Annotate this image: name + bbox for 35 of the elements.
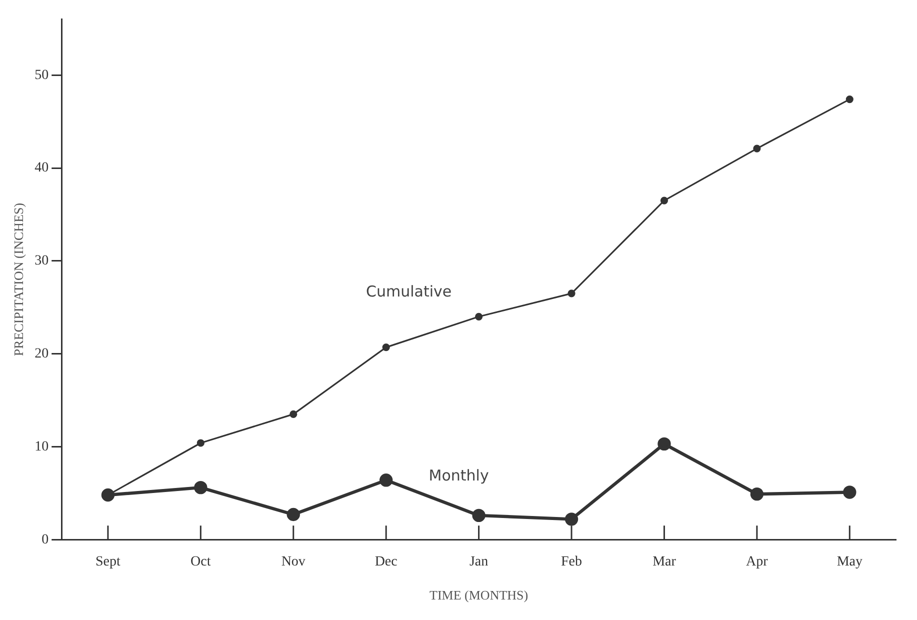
x-tick-label: Nov [281,554,306,570]
x-tick-label: Oct [190,554,211,570]
x-axis-title: TIME (MONTHS) [430,588,528,603]
point [658,437,671,451]
point [379,474,393,487]
point [382,344,390,352]
point [564,512,578,526]
x-tick-label: Sept [96,554,121,570]
point [750,487,764,501]
point [286,508,300,522]
point [290,410,298,418]
x-tick-label: May [836,554,862,570]
point [753,144,761,152]
x-tick-label: Jan [469,554,488,570]
point [568,290,576,298]
x-tick-label: Apr [746,554,768,570]
y-tick-label: 30 [34,254,49,269]
y-tick-label: 20 [34,346,49,362]
y-tick-label: 10 [34,439,49,454]
series-label: Cumulative [366,282,452,301]
point [846,95,854,104]
y-tick-label: 40 [34,160,49,176]
y-axis-title: PRECIPITATION (INCHES) [11,202,26,356]
x-tick-label: Dec [374,554,398,570]
x-tick-label: Feb [561,554,582,570]
series-label: Monthly [428,466,489,484]
point [843,486,856,499]
y-tick-label: 0 [42,532,49,548]
y-tick-label: 50 [34,68,49,83]
point [472,508,486,522]
point [196,439,204,447]
point [660,196,668,204]
x-tick-label: Mar [652,554,676,570]
point [475,312,483,320]
point [194,480,208,494]
